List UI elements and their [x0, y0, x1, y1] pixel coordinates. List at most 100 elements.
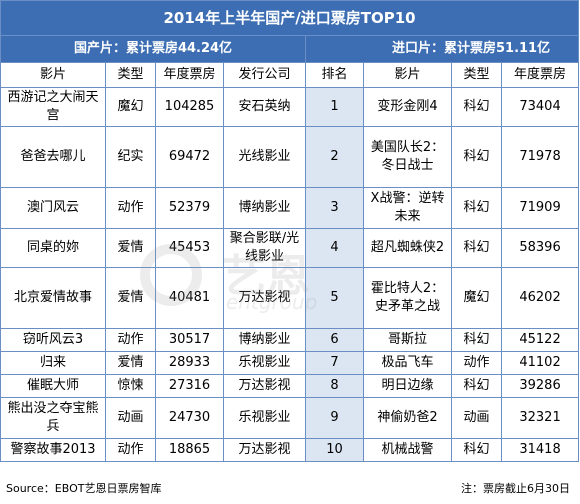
distributor-cell: 博纳影业 [223, 328, 306, 352]
import-type-cell: 动画 [451, 397, 502, 439]
source-note: Source：EBOT艺恩日票房智库 [6, 482, 162, 495]
import-film-cell: 霍比特人2：史矛革之战 [363, 267, 452, 329]
table-row: 澳门风云 动作 52379 博纳影业 3 X战警：逆转未来 科幻 71909 [0, 187, 580, 229]
import-box-office-cell: 32321 [500, 397, 580, 439]
col-header-rank: 排名 [305, 62, 364, 88]
domestic-box-office-cell: 40481 [155, 267, 224, 329]
import-box-office-cell: 39286 [500, 374, 580, 398]
domestic-film-cell: 同桌的妳 [0, 228, 106, 268]
import-type-cell: 科幻 [451, 438, 502, 462]
title-row: 2014年上半年国产/进口票房TOP10 [0, 0, 580, 36]
domestic-film-cell: 爸爸去哪儿 [0, 126, 106, 188]
import-film-cell: 机械战警 [363, 438, 452, 462]
summary-row: 国产片：累计票房44.24亿 进口片：累计票房51.11亿 [0, 35, 580, 63]
distributor-cell: 聚合影联/光线影业 [223, 228, 306, 268]
table-row: 同桌的妳 爱情 45453 聚合影联/光线影业 4 超凡蜘蛛侠2 科幻 58396 [0, 228, 580, 268]
rank-cell: 4 [305, 228, 364, 268]
table-row: 归来 爱情 28933 乐视影业 7 极品飞车 动作 41102 [0, 351, 580, 375]
import-film-cell: 明日边缘 [363, 374, 452, 398]
domestic-type-cell: 爱情 [105, 351, 156, 375]
distributor-cell: 乐视影业 [223, 397, 306, 439]
domestic-type-cell: 动作 [105, 328, 156, 352]
table-row: 警察故事2013 动作 18865 万达影视 10 机械战警 科幻 31418 [0, 438, 580, 462]
domestic-type-cell: 爱情 [105, 228, 156, 268]
domestic-box-office-cell: 52379 [155, 187, 224, 229]
distributor-cell: 博纳影业 [223, 187, 306, 229]
domestic-type-cell: 动画 [105, 397, 156, 439]
box-office-table: 2014年上半年国产/进口票房TOP10 国产片：累计票房44.24亿 进口片：… [0, 0, 580, 462]
import-film-cell: 神偷奶爸2 [363, 397, 452, 439]
import-box-office-cell: 45122 [500, 328, 580, 352]
import-film-cell: 极品飞车 [363, 351, 452, 375]
domestic-summary: 国产片：累计票房44.24亿 [0, 35, 306, 63]
table-body: 西游记之大闹天宫 魔幻 104285 安石英纳 1 变形金刚4 科幻 73404 爸爸去哪儿 纪实… [0, 87, 580, 462]
import-type-cell: 科幻 [451, 374, 502, 398]
import-box-office-cell: 71978 [500, 126, 580, 188]
rank-cell: 1 [305, 87, 364, 127]
distributor-cell: 万达影视 [223, 438, 306, 462]
import-film-cell: 超凡蜘蛛侠2 [363, 228, 452, 268]
import-summary: 进口片：累计票房51.11亿 [304, 35, 580, 63]
col-header-imp-film: 影片 [363, 62, 452, 88]
import-type-cell: 科幻 [451, 187, 502, 229]
rank-cell: 7 [305, 351, 364, 375]
rank-cell: 9 [305, 397, 364, 439]
import-type-cell: 科幻 [451, 87, 502, 127]
table-row: 催眠大师 惊悚 27316 万达影视 8 明日边缘 科幻 39286 [0, 374, 580, 398]
rank-cell: 2 [305, 126, 364, 188]
table-row: 爸爸去哪儿 纪实 69472 光线影业 2 美国队长2：冬日战士 科幻 71978 [0, 126, 580, 188]
domestic-box-office-cell: 69472 [155, 126, 224, 188]
domestic-type-cell: 惊悚 [105, 374, 156, 398]
domestic-film-cell: 警察故事2013 [0, 438, 106, 462]
domestic-film-cell: 北京爱情故事 [0, 267, 106, 329]
table-row: 北京爱情故事 爱情 40481 万达影视 5 霍比特人2：史矛革之战 魔幻 46202 [0, 267, 580, 329]
rank-cell: 3 [305, 187, 364, 229]
header-row: 影片 类型 年度票房 发行公司 排名 影片 类型 年度票房 [0, 62, 580, 88]
domestic-box-office-cell: 18865 [155, 438, 224, 462]
rank-cell: 6 [305, 328, 364, 352]
rank-cell: 5 [305, 267, 364, 329]
rank-cell: 8 [305, 374, 364, 398]
import-box-office-cell: 46202 [500, 267, 580, 329]
box-office-table-container: 2014年上半年国产/进口票房TOP10 国产片：累计票房44.24亿 进口片：… [0, 0, 580, 462]
distributor-cell: 光线影业 [223, 126, 306, 188]
import-box-office-cell: 58396 [500, 228, 580, 268]
date-note: 注：票房截止6月30日 [461, 482, 570, 495]
import-type-cell: 魔幻 [451, 267, 502, 329]
import-type-cell: 科幻 [451, 228, 502, 268]
import-film-cell: 哥斯拉 [363, 328, 452, 352]
domestic-film-cell: 窃听风云3 [0, 328, 106, 352]
table-row: 西游记之大闹天宫 魔幻 104285 安石英纳 1 变形金刚4 科幻 73404 [0, 87, 580, 127]
domestic-film-cell: 西游记之大闹天宫 [0, 87, 106, 127]
table-title: 2014年上半年国产/进口票房TOP10 [0, 0, 580, 36]
import-film-cell: 变形金刚4 [363, 87, 452, 127]
domestic-film-cell: 澳门风云 [0, 187, 106, 229]
domestic-film-cell: 熊出没之夺宝熊兵 [0, 397, 106, 439]
domestic-type-cell: 爱情 [105, 267, 156, 329]
domestic-type-cell: 动作 [105, 187, 156, 229]
col-header-imp-box: 年度票房 [500, 62, 580, 88]
domestic-film-cell: 归来 [0, 351, 106, 375]
col-header-dom-type: 类型 [105, 62, 156, 88]
import-type-cell: 科幻 [451, 328, 502, 352]
domestic-type-cell: 魔幻 [105, 87, 156, 127]
import-box-office-cell: 71909 [500, 187, 580, 229]
col-header-imp-type: 类型 [451, 62, 502, 88]
col-header-dom-box: 年度票房 [155, 62, 224, 88]
distributor-cell: 乐视影业 [223, 351, 306, 375]
distributor-cell: 万达影视 [223, 267, 306, 329]
import-film-cell: 美国队长2：冬日战士 [363, 126, 452, 188]
import-box-office-cell: 31418 [500, 438, 580, 462]
table-row: 熊出没之夺宝熊兵 动画 24730 乐视影业 9 神偷奶爸2 动画 32321 [0, 397, 580, 439]
table-row: 窃听风云3 动作 30517 博纳影业 6 哥斯拉 科幻 45122 [0, 328, 580, 352]
col-header-dom-film: 影片 [0, 62, 106, 88]
domestic-box-office-cell: 28933 [155, 351, 224, 375]
domestic-box-office-cell: 45453 [155, 228, 224, 268]
rank-cell: 10 [305, 438, 364, 462]
col-header-dom-dist: 发行公司 [223, 62, 306, 88]
import-film-cell: X战警：逆转未来 [363, 187, 452, 229]
import-type-cell: 动作 [451, 351, 502, 375]
footer: Source：EBOT艺恩日票房智库 注：票房截止6月30日 [0, 479, 578, 499]
import-type-cell: 科幻 [451, 126, 502, 188]
distributor-cell: 万达影视 [223, 374, 306, 398]
